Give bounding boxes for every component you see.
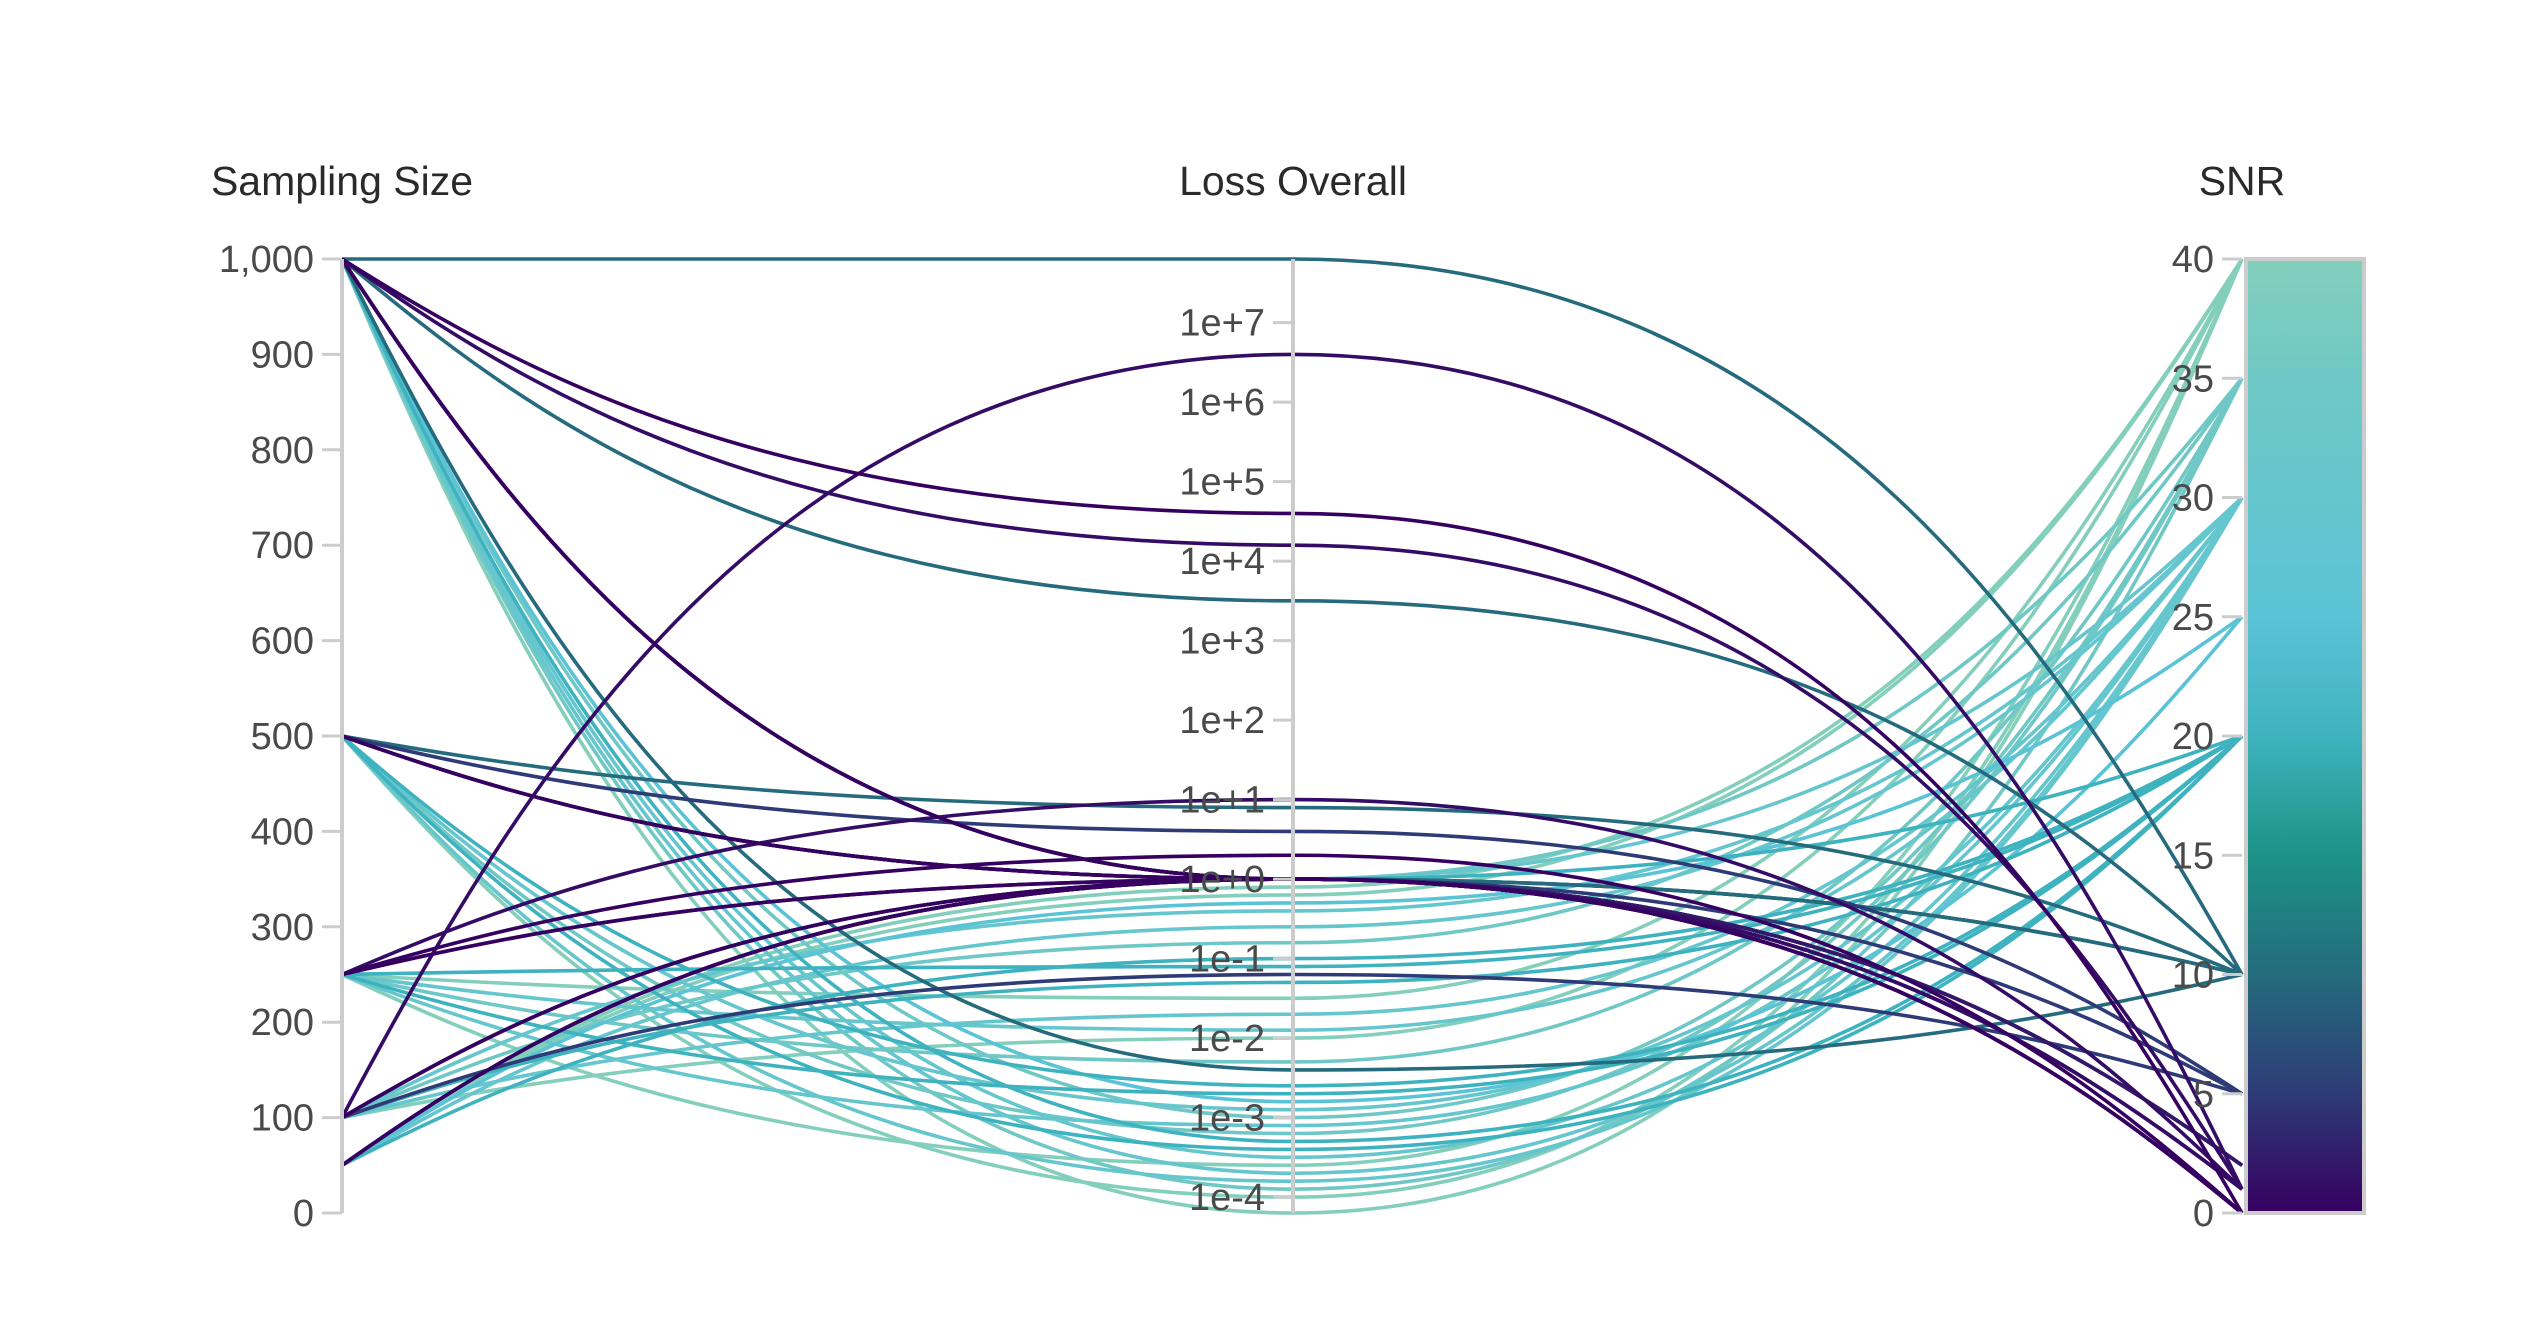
tick-label: 500 xyxy=(251,716,314,758)
tick-label: 100 xyxy=(251,1098,314,1140)
tick-label: 15 xyxy=(2172,835,2214,877)
tick-label: 900 xyxy=(251,334,314,376)
tick-label: 1e+0 xyxy=(1179,859,1265,901)
record-line xyxy=(340,258,2244,1199)
tick-label: 35 xyxy=(2172,358,2214,400)
tick-label: 300 xyxy=(251,907,314,949)
tick-label: 800 xyxy=(251,430,314,472)
record-line xyxy=(341,377,2244,1120)
axis-title: Loss Overall xyxy=(1179,158,1407,204)
record-line xyxy=(341,258,2244,1167)
tick-label: 0 xyxy=(2193,1193,2214,1235)
record-line xyxy=(341,258,2244,1120)
record-line xyxy=(340,496,2244,1184)
axis-loss_overall: Loss Overall 1e-4 1e-3 1e-2 1e-1 1e+0 1e+1 1e+2… xyxy=(1179,158,1407,1219)
tick-label: 0 xyxy=(293,1193,314,1235)
tick-label: 25 xyxy=(2172,597,2214,639)
tick-label: 1e-1 xyxy=(1189,939,1265,981)
tick-label: 600 xyxy=(251,621,314,663)
axes: Sampling Size010020030040050060070080090… xyxy=(211,158,2285,1235)
tick-label: 20 xyxy=(2172,716,2214,758)
record-line xyxy=(341,258,2244,1001)
tick-label: 30 xyxy=(2172,478,2214,520)
tick-label: 40 xyxy=(2172,239,2214,281)
axis-title: SNR xyxy=(2199,158,2286,204)
tick-label: 10 xyxy=(2172,955,2214,997)
tick-label: 1e+4 xyxy=(1179,541,1265,583)
record-line xyxy=(341,496,2244,1032)
record-line xyxy=(341,258,2244,1168)
tick-label: 200 xyxy=(251,1002,314,1044)
colorbar xyxy=(2244,257,2366,1215)
tick-label: 1e+3 xyxy=(1179,621,1265,663)
tick-label: 400 xyxy=(251,811,314,853)
tick-label: 5 xyxy=(2193,1074,2214,1116)
axis-snr: SNR 0 5 10 15 20 25 30 35 40 xyxy=(2172,158,2286,1235)
record-line xyxy=(341,257,2244,1214)
colorbar-rect xyxy=(2244,257,2366,1215)
tick-label: 1e-3 xyxy=(1189,1098,1265,1140)
tick-label: 1e+7 xyxy=(1179,303,1265,345)
tick-label: 1e+5 xyxy=(1179,462,1265,504)
tick-label: 1,000 xyxy=(219,239,314,281)
tick-label: 1e-2 xyxy=(1189,1018,1265,1060)
record-line xyxy=(340,258,2244,1176)
tick-label: 1e+6 xyxy=(1179,382,1265,424)
record-line xyxy=(340,377,2244,1136)
axis-title: Sampling Size xyxy=(211,158,473,204)
tick-label: 700 xyxy=(251,525,314,567)
record-line xyxy=(341,496,2244,1128)
axis-sampling_size: Sampling Size 0 100 200 300 400 500 600 700 800 90… xyxy=(211,158,473,1235)
tick-label: 1e-4 xyxy=(1189,1177,1265,1219)
tick-label: 1e+2 xyxy=(1179,700,1265,742)
tick-label: 1e+1 xyxy=(1179,780,1265,822)
record-line xyxy=(342,257,2244,976)
